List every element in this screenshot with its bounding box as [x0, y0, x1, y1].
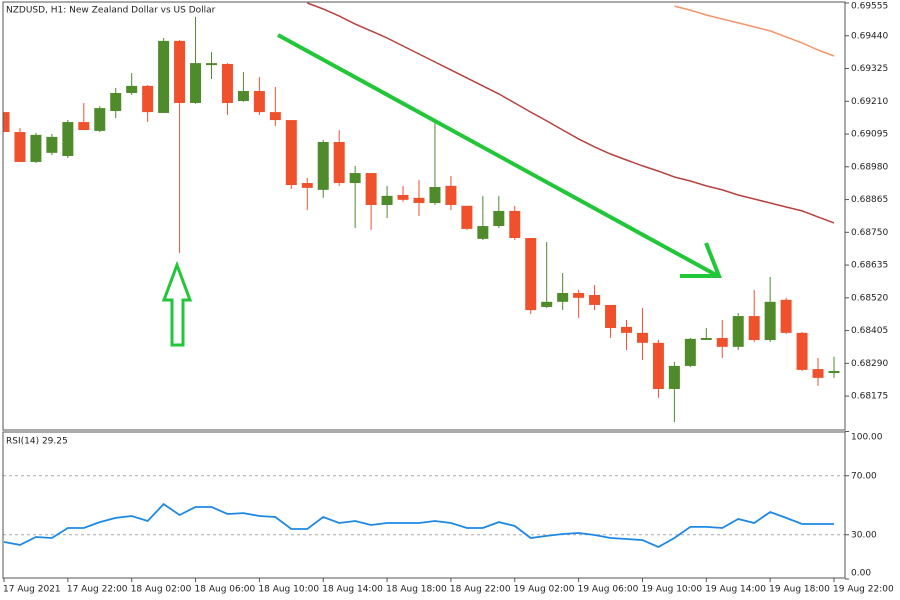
candle-body	[796, 332, 808, 370]
candle-body	[110, 93, 122, 111]
rsi-line	[3, 502, 834, 549]
candle-body	[206, 63, 217, 66]
candle-body	[301, 183, 313, 188]
price-panel	[2, 1, 846, 431]
y-tick-label: 0.68290	[851, 359, 888, 369]
x-tick-label: 18 Aug 18:00	[386, 585, 447, 595]
y-tick-label: 0.68980	[851, 162, 888, 172]
candle-body	[700, 337, 712, 340]
chart-title: NZDUSD, H1: New Zealand Dollar vs US Dol…	[6, 6, 216, 16]
price-plot	[3, 2, 840, 423]
y-tick-label: 100.00	[851, 433, 883, 443]
y-tick-label: 0.69210	[851, 97, 888, 107]
candle-body	[716, 337, 728, 347]
candle-body	[62, 122, 74, 156]
candle-body	[621, 326, 632, 333]
candle-body	[381, 195, 393, 205]
y-tick-label: 0.69555	[851, 2, 888, 12]
trend-line	[277, 33, 719, 278]
candle-body	[445, 185, 457, 205]
x-tick-label: 19 Aug 02:00	[514, 585, 575, 595]
candle-body	[317, 142, 329, 190]
candle-body	[605, 304, 617, 329]
y-tick-label: 0.68635	[851, 261, 888, 271]
candle-body	[573, 292, 585, 298]
candle-body	[349, 173, 361, 184]
x-tick-label: 17 Aug 2021	[3, 585, 61, 595]
candle-body	[668, 365, 680, 389]
candle-body	[221, 63, 233, 103]
candle-body	[557, 292, 569, 302]
moving-average	[307, 2, 835, 224]
y-tick-label: 0.68750	[851, 228, 888, 238]
candle-body	[812, 369, 824, 378]
candle-body	[477, 226, 489, 239]
y-tick-label: 0.00	[851, 569, 871, 579]
x-tick-label: 19 Aug 14:00	[705, 585, 766, 595]
candle-body	[237, 91, 249, 101]
candle-body	[253, 91, 265, 113]
y-tick-label: 0.68520	[851, 293, 888, 303]
y-tick-label: 70.00	[851, 471, 877, 481]
candle-body	[397, 194, 409, 200]
y-tick-label: 0.69325	[851, 64, 888, 74]
x-tick-label: 19 Aug 06:00	[578, 585, 639, 595]
x-tick-label: 18 Aug 22:00	[450, 585, 511, 595]
candle-body	[764, 301, 776, 340]
candle-body	[14, 132, 26, 162]
y-tick-label: 0.68405	[851, 326, 888, 336]
candle-body	[158, 40, 170, 113]
candle-body	[525, 238, 537, 311]
candle-body	[190, 63, 202, 103]
candle-body	[174, 40, 186, 103]
candle-body	[493, 210, 505, 227]
candle-body	[46, 136, 58, 153]
y-tick-label: 0.68865	[851, 195, 888, 205]
candle-body	[333, 142, 345, 184]
x-tick-label: 18 Aug 10:00	[258, 585, 319, 595]
candle-body	[413, 197, 425, 203]
up-arrow	[161, 260, 193, 347]
candle-body	[541, 301, 553, 307]
axes: 0.69555 0.69440 0.69325 0.69210 0.69095 0.689…	[3, 2, 894, 595]
candle-body	[636, 332, 648, 343]
y-tick-label: 0.68175	[851, 392, 888, 402]
trend-arrowhead	[680, 242, 722, 278]
candle-body	[684, 338, 696, 366]
rsi-title: RSI(14) 29.25	[6, 437, 68, 447]
x-tick-label: 19 Aug 10:00	[641, 585, 702, 595]
y-tick-label: 0.69095	[851, 130, 888, 140]
candle-body	[365, 173, 377, 205]
candle-body	[126, 85, 138, 94]
candle-body	[748, 316, 760, 340]
x-tick-label: 19 Aug 18:00	[769, 585, 830, 595]
candle-body	[30, 134, 42, 162]
x-tick-label: 18 Aug 02:00	[131, 585, 192, 595]
x-tick-label: 18 Aug 06:00	[195, 585, 256, 595]
candle-body	[142, 85, 154, 113]
candle-body	[828, 371, 840, 374]
x-tick-label: 19 Aug 22:00	[833, 585, 894, 595]
x-tick-label: 18 Aug 14:00	[322, 585, 383, 595]
candle-body	[732, 316, 744, 347]
candle-body	[461, 205, 473, 229]
rsi-panel	[2, 431, 846, 579]
candle-body	[429, 187, 441, 203]
candle-body	[589, 294, 601, 305]
rsi-plot	[3, 475, 845, 549]
candle-body	[269, 112, 281, 121]
y-tick-label: 0.69440	[851, 31, 888, 41]
y-tick-label: 30.00	[851, 530, 877, 540]
candle-body	[78, 122, 90, 131]
moving-average	[674, 5, 835, 57]
candle-body	[509, 210, 521, 239]
candle-body	[285, 120, 297, 186]
candle-body	[780, 299, 792, 333]
x-tick-label: 17 Aug 22:00	[67, 585, 128, 595]
candle-body	[94, 108, 106, 131]
candle-body	[3, 112, 10, 133]
candle-body	[652, 342, 664, 389]
